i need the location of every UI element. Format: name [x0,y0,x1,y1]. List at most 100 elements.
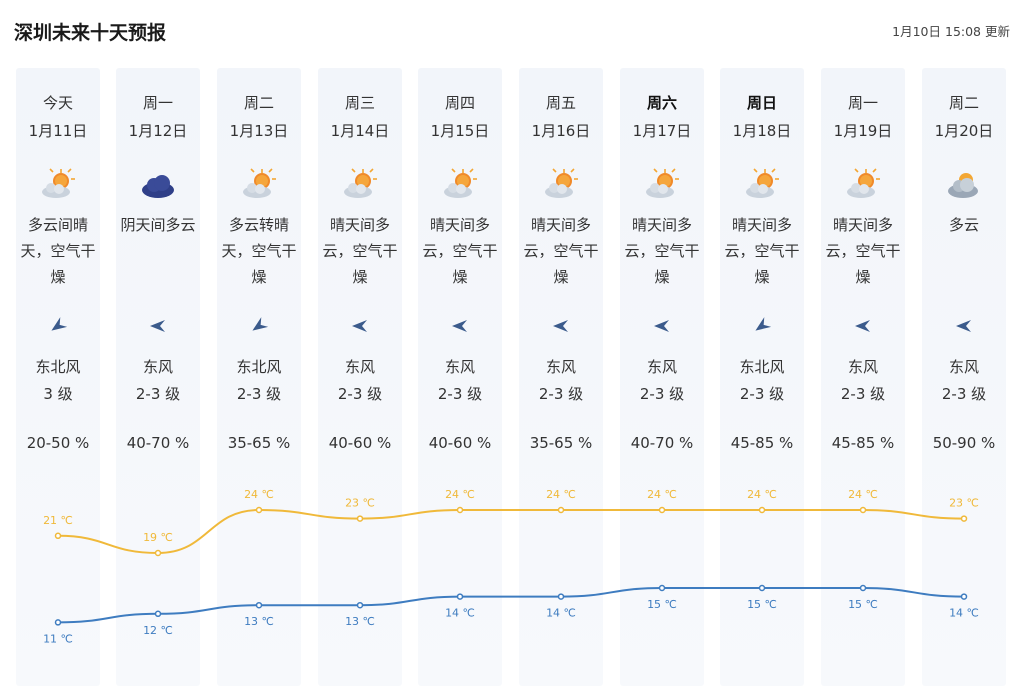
weekday-label: 周三 [344,94,375,112]
date-label: 1月13日 [229,122,289,140]
humidity-range: 50-90 % [932,434,996,452]
wind-label: 东风 [847,358,878,376]
low-temp-point [557,593,565,600]
description-line: 晴天间多 [530,216,591,234]
wind-level: 2-3 级 [941,385,987,403]
high-temp-point [658,506,666,514]
wind-direction-icon [652,316,672,336]
wind-direction-icon [249,316,269,336]
high-temp-label: 21 ℃ [43,514,73,527]
description-line: 燥 [855,268,871,286]
date-label: 1月12日 [128,122,188,140]
wind-label: 东风 [444,358,475,376]
weekday-label: 周一 [142,94,173,112]
description-line: 云，空气干 [724,242,800,260]
description-line: 燥 [251,268,267,286]
wind-direction-icon [853,316,873,336]
low-temp-point [54,619,62,626]
wind-label: 东风 [646,358,677,376]
wind-label: 东风 [142,358,173,376]
description-line: 晴天间多 [731,216,792,234]
high-temp-label: 24 ℃ [546,488,576,501]
high-temp-point [960,515,968,522]
low-temp-point [658,584,666,592]
high-temp-label: 24 ℃ [244,488,274,501]
description-line: 燥 [352,268,368,286]
low-temp-line [57,586,965,624]
description-line: 云，空气干 [624,242,700,260]
day-column: 周一 1月12日 阴天间多云 东风 2-3 级 40-70 % [116,68,200,686]
description-line: 燥 [452,268,468,286]
partly-sunny-icon [40,168,76,202]
description-line: 多云 [948,216,979,234]
weather-description: 晴天间多 云，空气干燥 [821,212,905,290]
wind-level: 3 级 [43,385,73,403]
partly-sunny-icon [845,168,881,202]
description-line: 燥 [50,268,66,286]
high-temp-point [356,515,364,522]
weather-description: 阴天间多云 [116,212,200,290]
high-temp-point [758,506,766,514]
high-temp-label: 24 ℃ [445,488,475,501]
low-temp-point [859,584,867,592]
low-temp-label: 14 ℃ [445,607,475,620]
description-line: 晴天间多 [429,216,490,234]
description-line: 燥 [654,268,670,286]
low-temp-label: 14 ℃ [949,607,979,620]
wind-direction-icon [48,316,68,336]
low-temp-label: 15 ℃ [747,598,777,611]
low-temp-point [960,593,968,600]
low-temp-label: 13 ℃ [244,615,274,628]
weather-description: 晴天间多云，空气干燥 [318,212,402,290]
wind-label: 东风 [545,358,576,376]
wind-label: 东风 [948,358,979,376]
description-line: 云，空气干 [322,242,398,260]
day-column: 周四 1月15日 晴天间多 云，空气干燥东风 2-3 级 40-60 % [418,68,502,686]
low-temp-label: 13 ℃ [345,615,375,628]
wind-level: 2-3 级 [236,385,282,403]
high-temp-label: 24 ℃ [848,488,878,501]
description-line: 晴天间多 [832,216,893,234]
high-temp-label: 19 ℃ [143,531,173,544]
day-column: 周六 1月17日 晴天间多 云，空气干燥东风 2-3 级 40-70 % [620,68,704,686]
description-line: 燥 [553,268,569,286]
weather-description: 晴天间多 云，空气干燥 [418,212,502,290]
date-label: 1月15日 [430,122,490,140]
weather-description: 晴天间多 云，空气干燥 [519,212,603,290]
weather-description: 多云转晴 天，空气干燥 [217,212,301,290]
low-temp-point [154,610,162,618]
wind-direction-icon [350,316,370,336]
weekday-label: 周一 [847,94,878,112]
partly-sunny-icon [744,168,780,202]
weekday-label: 周二 [243,94,274,112]
weekday-label: 周二 [948,94,979,112]
cloudy-icon [946,168,982,202]
wind-level: 2-3 级 [639,385,685,403]
partly-sunny-icon [644,168,680,202]
wind-level: 2-3 级 [538,385,584,403]
description-line: 天，空气干 [20,242,96,260]
humidity-range: 40-70 % [126,434,190,452]
weather-description: 晴天间多 云，空气干燥 [620,212,704,290]
partly-sunny-icon [241,168,277,202]
humidity-range: 35-65 % [529,434,593,452]
wind-label: 东北风 [739,358,785,376]
high-temp-label: 24 ℃ [747,488,777,501]
page-title: 深圳未来十天预报 [14,22,167,44]
update-time: 1月10日 15:08 更新 [892,24,1010,39]
high-temp-point [255,506,263,514]
partly-sunny-icon [543,168,579,202]
description-line: 晴天间多 [329,216,390,234]
day-column: 周一 1月19日 晴天间多 云，空气干燥东风 2-3 级 45-85 % [821,68,905,686]
date-label: 1月14日 [330,122,390,140]
high-temp-label: 23 ℃ [345,497,375,510]
description-line: 天，空气干 [221,242,297,260]
wind-direction-icon [148,316,168,336]
low-temp-point [356,601,364,609]
high-temp-label: 23 ℃ [949,497,979,510]
high-temp-label: 24 ℃ [647,488,677,501]
wind-level: 2-3 级 [840,385,886,403]
low-temp-point [456,593,464,600]
